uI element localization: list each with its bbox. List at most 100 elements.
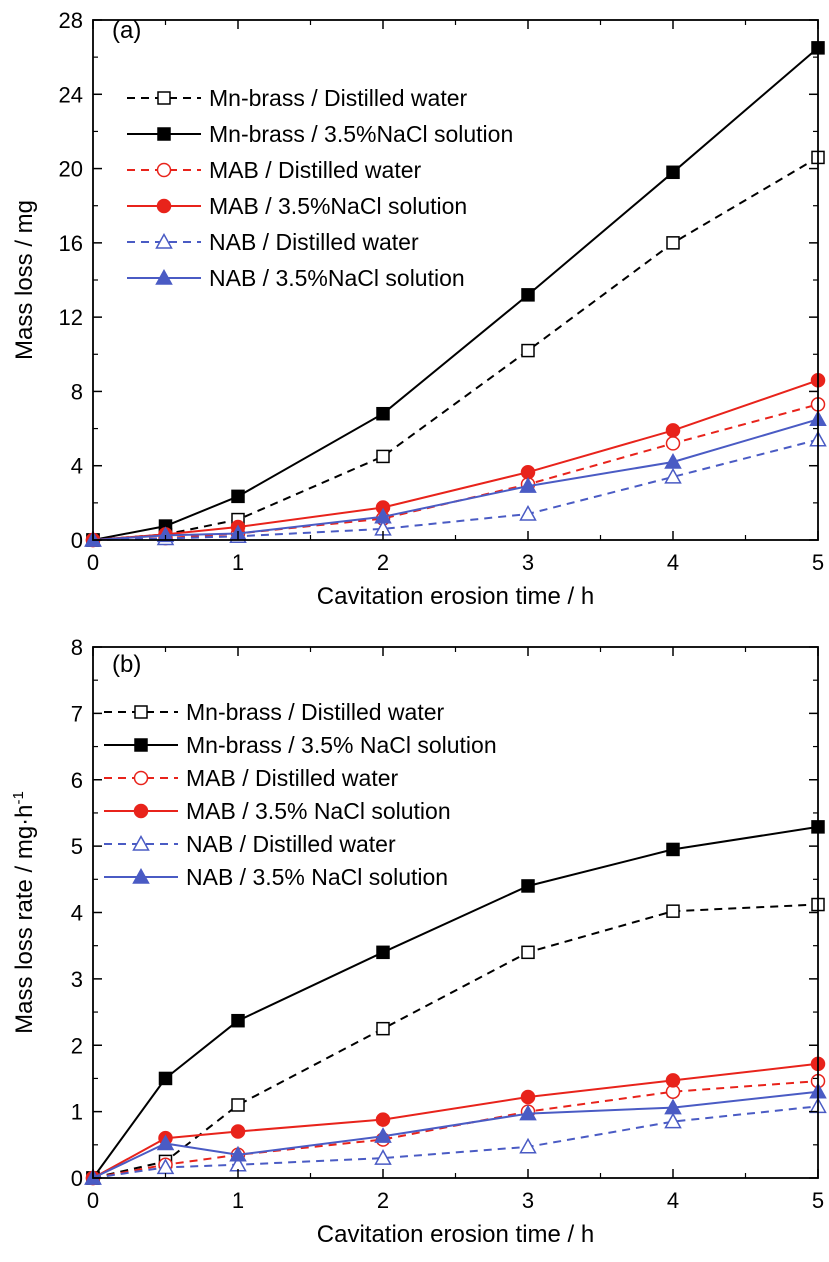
y-tick-label: 8 — [71, 379, 83, 404]
legend-marker — [155, 232, 173, 249]
legend-marker — [134, 705, 148, 719]
legend-item: NAB / Distilled water — [104, 831, 396, 857]
y-tick-label: 28 — [59, 8, 83, 33]
data-point — [664, 1112, 682, 1129]
data-point — [521, 945, 535, 960]
legend-item: Mn-brass / Distilled water — [127, 85, 468, 111]
y-tick-label: 2 — [71, 1033, 83, 1058]
legend-marker — [133, 803, 149, 819]
y-tick-label: 16 — [59, 231, 83, 256]
x-tick-label: 5 — [812, 1188, 824, 1213]
panel-label: (b) — [112, 651, 141, 678]
legend-item: Mn-brass / 3.5% NaCl solution — [104, 732, 497, 758]
legend-item: MAB / Distilled water — [127, 157, 422, 183]
legend-label: Mn-brass / 3.5%NaCl solution — [209, 121, 513, 147]
series-line — [92, 418, 819, 541]
data-point — [521, 343, 535, 358]
x-tick-label: 0 — [87, 550, 99, 575]
legend-label: NAB / 3.5% NaCl solution — [186, 864, 448, 890]
data-point — [520, 464, 536, 480]
y-tick-label: 4 — [71, 901, 83, 926]
legend-label: MAB / 3.5% NaCl solution — [186, 798, 451, 824]
legend-item: NAB / 3.5% NaCl solution — [104, 864, 448, 890]
x-axis-title: Cavitation erosion time / h — [317, 583, 594, 610]
x-tick-label: 0 — [87, 1188, 99, 1213]
legend-marker — [156, 162, 172, 178]
x-tick-label: 1 — [232, 550, 244, 575]
series-2 — [85, 397, 826, 548]
data-point — [158, 1071, 173, 1086]
series-3 — [85, 373, 826, 548]
plot-frame — [92, 646, 819, 1179]
legend-item: MAB / 3.5% NaCl solution — [104, 798, 451, 824]
series-line — [92, 903, 819, 1179]
data-point — [519, 1104, 537, 1121]
x-tick-label: 2 — [377, 550, 389, 575]
legend-marker — [156, 198, 172, 214]
data-point — [374, 1127, 392, 1143]
series-1 — [86, 41, 825, 547]
legend: Mn-brass / Distilled water Mn-brass / 3.5… — [104, 699, 497, 890]
x-tick-label: 5 — [812, 550, 824, 575]
legend-item: MAB / 3.5%NaCl solution — [127, 193, 467, 219]
legend-label: Mn-brass / 3.5% NaCl solution — [186, 732, 497, 758]
y-axis-title-superscript: -1 — [10, 791, 27, 804]
y-axis-title: Mass loss rate / mg·h-1 — [10, 791, 38, 1034]
data-point — [376, 1021, 390, 1036]
data-point — [665, 1073, 681, 1088]
y-tick-label: 24 — [59, 82, 83, 107]
data-point — [374, 1149, 392, 1165]
data-point — [519, 1137, 537, 1154]
legend-label: MAB / Distilled water — [186, 765, 399, 791]
data-point — [666, 165, 680, 180]
x-tick-label: 4 — [667, 1188, 679, 1213]
data-point — [521, 879, 535, 893]
panel-b: 0 1 2 3 4 5 0 1 2 3 4 5 6 7 8 Cavitation erosion time /… — [10, 635, 827, 1248]
data-point — [376, 945, 390, 960]
data-point — [666, 904, 680, 918]
series-0 — [86, 897, 825, 1185]
y-tick-label: 5 — [71, 834, 83, 859]
legend: Mn-brass / Distilled water Mn-brass / 3.5… — [127, 85, 513, 291]
legend-label: MAB / Distilled water — [209, 157, 422, 183]
legend-label: NAB / Distilled water — [186, 831, 396, 857]
legend-marker — [157, 91, 171, 105]
y-axis-title-text: Mass loss rate / mg·h — [11, 804, 38, 1033]
y-tick-label: 1 — [71, 1100, 83, 1125]
series-5 — [84, 1082, 827, 1185]
legend-label: Mn-brass / Distilled water — [186, 699, 445, 725]
data-point — [665, 436, 681, 451]
x-tick-label: 2 — [377, 1188, 389, 1213]
legend-label: Mn-brass / Distilled water — [209, 85, 468, 111]
data-point — [231, 489, 245, 504]
data-point — [666, 842, 680, 857]
data-point — [665, 423, 681, 438]
legend-label: NAB / 3.5%NaCl solution — [209, 265, 465, 291]
y-axis-title-text: Mass loss / mg — [11, 200, 38, 360]
series-line — [92, 1080, 819, 1179]
y-tick-label: 7 — [71, 701, 83, 726]
series-4 — [84, 1097, 827, 1185]
legend-label: MAB / 3.5%NaCl solution — [209, 193, 467, 219]
x-tick-label: 4 — [667, 550, 679, 575]
data-point — [664, 452, 682, 469]
legend-marker — [132, 834, 150, 851]
data-point — [520, 1089, 536, 1105]
legend-marker — [155, 268, 173, 285]
data-point — [521, 288, 535, 302]
data-point — [666, 236, 680, 250]
y-tick-label: 0 — [71, 528, 83, 553]
y-tick-label: 6 — [71, 768, 83, 793]
legend-item: NAB / 3.5%NaCl solution — [127, 265, 465, 291]
data-point — [375, 1112, 391, 1127]
data-point — [376, 406, 390, 421]
series-line — [92, 1062, 819, 1179]
legend-item: NAB / Distilled water — [127, 229, 419, 255]
data-point — [519, 477, 537, 493]
series-1 — [86, 820, 825, 1185]
y-tick-label: 20 — [59, 157, 83, 182]
data-point — [230, 1124, 246, 1139]
legend-item: Mn-brass / Distilled water — [104, 699, 445, 725]
